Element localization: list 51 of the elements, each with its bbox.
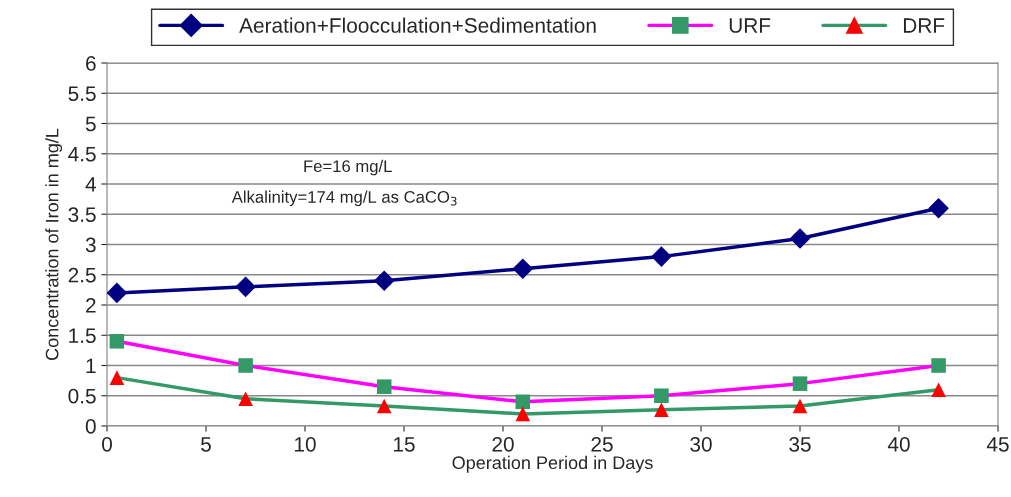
y-tick-label: 4	[85, 177, 96, 192]
point	[654, 402, 669, 417]
x-tick-label: 15	[394, 437, 415, 452]
y-tick-label: 2.5	[68, 267, 96, 283]
point	[931, 382, 946, 397]
x-tick-label: 5	[201, 437, 211, 452]
point	[792, 398, 808, 414]
point	[789, 228, 811, 249]
y-tick-label: 3.5	[68, 207, 96, 222]
point	[376, 379, 392, 394]
point	[515, 406, 531, 422]
legend-label: URF	[729, 18, 771, 33]
point	[109, 370, 125, 385]
legend-label: DRF	[903, 18, 945, 33]
x-tick-label: 0	[102, 436, 112, 452]
x-tick-label: 25	[591, 436, 613, 452]
y-tick-label: 5.5	[68, 86, 96, 101]
point	[238, 358, 253, 373]
x-tick-label: 35	[789, 436, 811, 452]
annotation: Alkalinity=174 mg/L as CaCO$_{3}$	[231, 190, 457, 207]
x-tick-label: 10	[295, 436, 316, 452]
y-tick-label: 2	[86, 298, 96, 313]
x-tick-label: 45	[986, 437, 1009, 452]
legend-label: Aeration+Floocculation+Sedimentation	[239, 17, 596, 33]
x-tick-label: 30	[690, 436, 712, 452]
point	[792, 376, 808, 391]
point	[373, 270, 395, 292]
point	[109, 334, 125, 349]
y-tick-label: 5	[85, 116, 96, 132]
point	[235, 276, 256, 298]
y-tick-label: 6	[86, 56, 96, 71]
y-tick-label: 1.5	[69, 328, 96, 343]
point	[512, 258, 534, 279]
point	[651, 246, 672, 267]
point	[931, 358, 946, 373]
x-tick-label: 20	[492, 436, 514, 452]
y-axis-title: Concentration of Iron in mg/L	[45, 128, 63, 360]
x-tick-label: 40	[887, 436, 910, 452]
point	[107, 282, 128, 304]
annotation: Fe=16 mg/L	[304, 159, 392, 176]
point	[238, 391, 253, 407]
y-tick-label: 1	[86, 358, 96, 374]
x-axis-title: Operation Period in Days	[452, 455, 653, 473]
y-tick-label: 4.5	[68, 146, 96, 162]
y-tick-label: 3	[85, 237, 96, 253]
y-tick-label: 0.5	[68, 388, 96, 404]
point	[515, 394, 531, 410]
point	[654, 388, 669, 404]
point	[376, 398, 392, 414]
point	[928, 197, 949, 219]
y-tick-label: 0	[85, 419, 96, 434]
